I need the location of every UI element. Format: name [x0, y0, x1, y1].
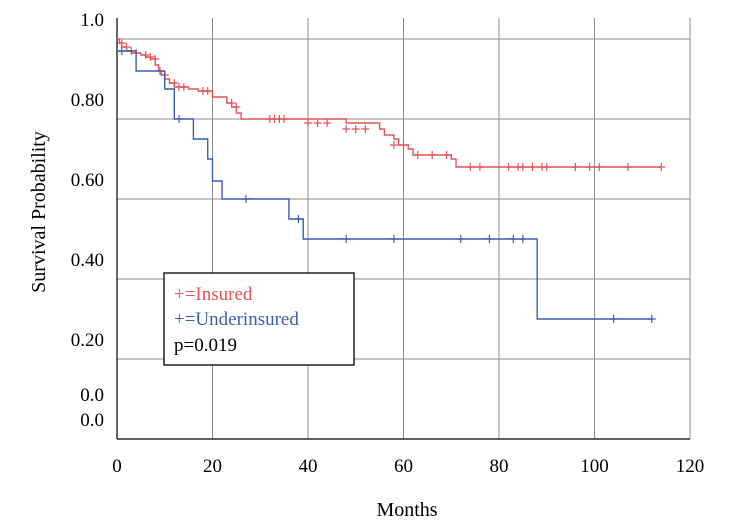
legend-label-underinsured: =Underinsured [185, 309, 300, 330]
y-tick-label: 0.20 [71, 330, 104, 351]
y-tick-label: 0.60 [71, 170, 104, 191]
censor-mark-insured [542, 163, 551, 171]
censor-mark-insured [151, 55, 160, 63]
censor-mark-insured [389, 141, 398, 149]
legend-p-value: p=0.019 [174, 335, 237, 356]
legend-label-insured: =Insured [185, 284, 253, 305]
series-underinsured [117, 47, 656, 323]
censor-mark-insured [399, 141, 408, 149]
censor-mark-insured [122, 43, 131, 51]
censor-mark-insured [518, 163, 527, 171]
censor-mark-underinsured [342, 235, 351, 243]
legend-symbol-underinsured: + [174, 309, 185, 330]
censor-mark-insured [413, 151, 422, 159]
censor-mark-insured [475, 163, 484, 171]
censor-mark-insured [657, 163, 666, 171]
censor-mark-insured [571, 163, 580, 171]
x-tick-label: 100 [580, 456, 609, 477]
x-tick-label: 80 [490, 456, 509, 477]
censor-mark-insured [313, 119, 322, 127]
tick-labels: 0 20 40 60 80 100 120 1.0 0.80 0.60 0.40 0.20 0.0 0.0 [71, 10, 705, 477]
censor-mark-underinsured [485, 235, 494, 243]
censor-mark-insured [595, 163, 604, 171]
censor-mark-insured [227, 99, 236, 107]
censor-mark-insured [232, 103, 241, 111]
censor-mark-insured [428, 151, 437, 159]
x-tick-label: 60 [394, 456, 413, 477]
censor-mark-insured [528, 163, 537, 171]
survival-line-insured [117, 38, 662, 168]
y-tick-label: 0.0 [80, 385, 104, 406]
censor-mark-insured [351, 125, 360, 133]
series [117, 38, 666, 323]
censor-mark-underinsured [117, 47, 126, 55]
censor-mark-insured [442, 151, 451, 159]
censor-mark-insured [504, 163, 513, 171]
censor-mark-insured [280, 115, 289, 123]
y-tick-label: 0.80 [71, 90, 104, 111]
legend-frame [163, 272, 355, 366]
x-tick-label: 120 [676, 456, 705, 477]
censor-mark-insured [623, 163, 632, 171]
y-axis-title: Survival Probability [28, 131, 50, 293]
series-insured [117, 38, 666, 171]
censor-mark-insured [146, 53, 155, 61]
censor-mark-underinsured [294, 215, 303, 223]
censor-mark-insured [585, 163, 594, 171]
censor-mark-insured [179, 83, 188, 91]
censor-mark-insured [361, 125, 370, 133]
y-tick-label: 0.0 [80, 410, 104, 431]
censor-mark-insured [170, 79, 179, 87]
censor-mark-underinsured [647, 315, 656, 323]
legend-box: +=Insured +=Underinsured p=0.019 [163, 272, 355, 366]
survival-line-underinsured [117, 50, 652, 320]
legend-symbol-insured: + [174, 284, 185, 305]
censor-mark-underinsured [241, 195, 250, 203]
censor-mark-insured [466, 163, 475, 171]
x-axis-title: Months [376, 499, 437, 521]
censor-mark-insured [117, 39, 126, 47]
grid-lines [117, 18, 691, 439]
y-tick-label: 0.40 [71, 250, 104, 271]
censor-mark-underinsured [175, 115, 184, 123]
censor-mark-insured [323, 119, 332, 127]
x-tick-label: 20 [203, 456, 222, 477]
censor-mark-insured [203, 87, 212, 95]
y-tick-label: 1.0 [80, 10, 104, 31]
x-tick-label: 40 [299, 456, 318, 477]
x-tick-label: 0 [112, 456, 122, 477]
censor-mark-insured [304, 119, 312, 127]
legend-entry-insured: +=Insured [174, 284, 253, 305]
censor-mark-underinsured [389, 235, 398, 243]
censor-mark-underinsured [609, 315, 618, 323]
axes [116, 18, 690, 440]
censor-mark-underinsured [456, 235, 465, 243]
censor-mark-insured [141, 51, 150, 59]
legend-entry-underinsured: +=Underinsured [174, 309, 299, 330]
censor-mark-insured [342, 125, 351, 133]
censor-mark-underinsured [509, 235, 518, 243]
censor-mark-underinsured [518, 235, 527, 243]
